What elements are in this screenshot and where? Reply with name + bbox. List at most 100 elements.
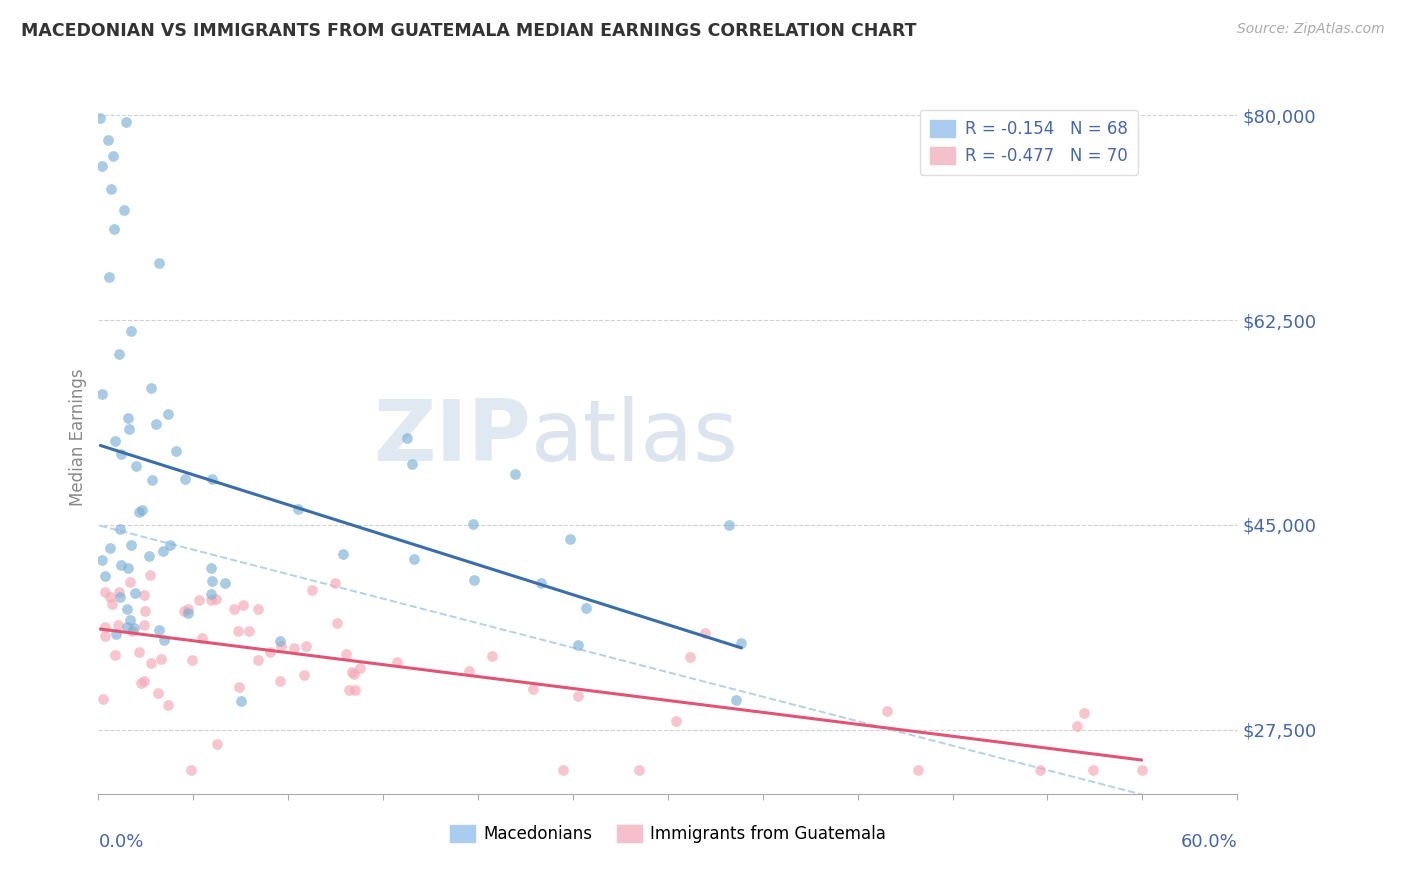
Point bbox=[91, 692, 114, 706]
Point bbox=[560, 533, 582, 547]
Point bbox=[1083, 764, 1105, 778]
Point bbox=[724, 693, 747, 707]
Point bbox=[132, 674, 155, 689]
Point bbox=[463, 573, 485, 587]
Point bbox=[201, 472, 224, 486]
Point bbox=[246, 602, 269, 616]
Point bbox=[89, 111, 111, 125]
Point bbox=[131, 502, 153, 516]
Point bbox=[157, 698, 180, 713]
Point bbox=[1028, 764, 1050, 778]
Point bbox=[148, 624, 170, 638]
Point bbox=[335, 647, 357, 661]
Point bbox=[139, 381, 162, 395]
Text: MACEDONIAN VS IMMIGRANTS FROM GUATEMALA MEDIAN EARNINGS CORRELATION CHART: MACEDONIAN VS IMMIGRANTS FROM GUATEMALA … bbox=[21, 22, 917, 40]
Point bbox=[1073, 706, 1095, 721]
Point bbox=[114, 114, 136, 128]
Point bbox=[205, 737, 228, 751]
Point bbox=[396, 431, 419, 445]
Point bbox=[118, 422, 141, 436]
Point bbox=[108, 590, 131, 604]
Point bbox=[117, 561, 139, 575]
Point bbox=[200, 593, 222, 607]
Point bbox=[229, 693, 252, 707]
Point bbox=[679, 650, 702, 665]
Point bbox=[98, 541, 121, 555]
Point bbox=[205, 592, 228, 607]
Text: atlas: atlas bbox=[531, 395, 740, 479]
Point bbox=[907, 764, 929, 778]
Point bbox=[343, 667, 366, 681]
Point bbox=[110, 446, 132, 460]
Point bbox=[224, 602, 246, 616]
Point bbox=[156, 407, 179, 421]
Point bbox=[292, 667, 315, 681]
Point bbox=[247, 653, 270, 667]
Point bbox=[108, 347, 131, 361]
Point bbox=[132, 618, 155, 632]
Point bbox=[104, 648, 127, 662]
Point bbox=[505, 467, 527, 481]
Point bbox=[176, 606, 198, 620]
Point bbox=[269, 634, 291, 648]
Point bbox=[287, 502, 309, 516]
Point bbox=[120, 325, 142, 339]
Point bbox=[101, 597, 124, 611]
Point bbox=[110, 558, 132, 572]
Point bbox=[337, 682, 360, 697]
Point bbox=[103, 222, 125, 236]
Point bbox=[259, 645, 281, 659]
Point bbox=[108, 585, 131, 599]
Point bbox=[567, 638, 589, 652]
Point bbox=[103, 149, 125, 163]
Point bbox=[191, 631, 214, 645]
Point bbox=[404, 552, 426, 566]
Point bbox=[269, 673, 291, 688]
Point bbox=[120, 539, 142, 553]
Point bbox=[718, 517, 741, 532]
Point bbox=[115, 620, 138, 634]
Point bbox=[551, 763, 574, 777]
Point bbox=[575, 600, 598, 615]
Point bbox=[153, 633, 176, 648]
Point bbox=[146, 686, 169, 700]
Point bbox=[295, 639, 318, 653]
Point bbox=[110, 522, 132, 536]
Point bbox=[301, 582, 323, 597]
Point bbox=[90, 387, 112, 401]
Point bbox=[530, 575, 553, 590]
Point bbox=[730, 636, 752, 650]
Point bbox=[461, 516, 484, 531]
Point bbox=[226, 624, 249, 639]
Point bbox=[665, 714, 688, 729]
Point bbox=[124, 586, 146, 600]
Point bbox=[458, 664, 481, 678]
Point bbox=[93, 585, 115, 599]
Point bbox=[323, 576, 346, 591]
Point bbox=[148, 256, 170, 270]
Point bbox=[176, 601, 198, 615]
Y-axis label: Median Earnings: Median Earnings bbox=[69, 368, 87, 506]
Point bbox=[187, 593, 209, 607]
Point bbox=[94, 569, 117, 583]
Point bbox=[98, 270, 121, 285]
Point bbox=[173, 472, 195, 486]
Point bbox=[145, 417, 167, 431]
Point bbox=[112, 202, 135, 217]
Text: Source: ZipAtlas.com: Source: ZipAtlas.com bbox=[1237, 22, 1385, 37]
Point bbox=[344, 683, 367, 698]
Text: 0.0%: 0.0% bbox=[98, 833, 143, 851]
Point bbox=[385, 655, 408, 669]
Point bbox=[232, 598, 254, 612]
Point bbox=[173, 604, 195, 618]
Point bbox=[481, 649, 503, 664]
Point bbox=[325, 616, 347, 631]
Point bbox=[97, 133, 120, 147]
Legend: R = -0.154   N = 68, R = -0.477   N = 70: R = -0.154 N = 68, R = -0.477 N = 70 bbox=[920, 110, 1137, 175]
Point bbox=[100, 182, 122, 196]
Point bbox=[201, 574, 224, 589]
Text: ZIP: ZIP bbox=[374, 395, 531, 479]
Point bbox=[159, 538, 181, 552]
Point bbox=[91, 159, 114, 173]
Point bbox=[349, 661, 371, 675]
